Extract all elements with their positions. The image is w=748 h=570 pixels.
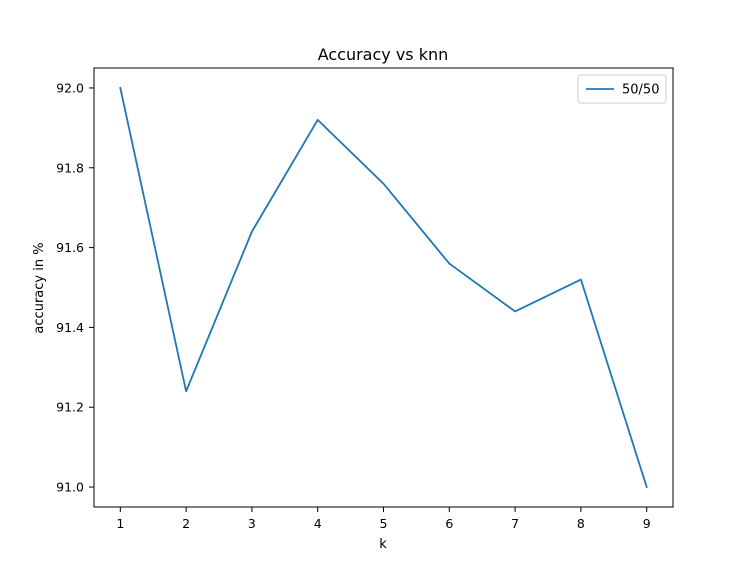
data-point: [448, 263, 450, 265]
y-tick-label: 91.8: [56, 160, 84, 175]
data-point: [646, 486, 648, 488]
plot-layer: 1 2 3 4 5 6 7 8 9 91.0 91.2 91.4 91.6 91.8 92.0 50/50: [56, 67, 674, 531]
chart-title: Accuracy vs knn: [318, 45, 449, 64]
y-axis-label: accuracy in %: [32, 242, 47, 333]
data-point: [185, 390, 187, 392]
legend-label: 50/50: [622, 83, 659, 98]
x-tick-label: 3: [248, 516, 256, 531]
x-tick-label: 9: [643, 516, 651, 531]
x-axis-label: k: [379, 537, 387, 552]
y-tick-label: 92.0: [56, 80, 84, 95]
data-point: [251, 231, 253, 233]
legend-box: [577, 74, 667, 104]
y-tick-label: 91.2: [56, 400, 84, 415]
x-tick-label: 5: [380, 516, 388, 531]
data-point: [514, 311, 516, 313]
data-point: [383, 183, 385, 185]
series-line-0: [119, 86, 648, 489]
data-point: [317, 119, 319, 121]
plot-frame: [93, 67, 674, 508]
data-point: [580, 279, 582, 281]
data-point: [119, 87, 121, 89]
y-tick-label: 91.0: [56, 480, 84, 495]
x-tick-label: 4: [314, 516, 322, 531]
x-tick-label: 8: [577, 516, 585, 531]
x-tick-label: 6: [445, 516, 453, 531]
x-tick-label: 7: [511, 516, 519, 531]
y-tick-label: 91.4: [56, 320, 84, 335]
y-tick-label: 91.6: [56, 240, 84, 255]
x-tick-label: 2: [182, 516, 190, 531]
x-tick-label: 1: [116, 516, 124, 531]
